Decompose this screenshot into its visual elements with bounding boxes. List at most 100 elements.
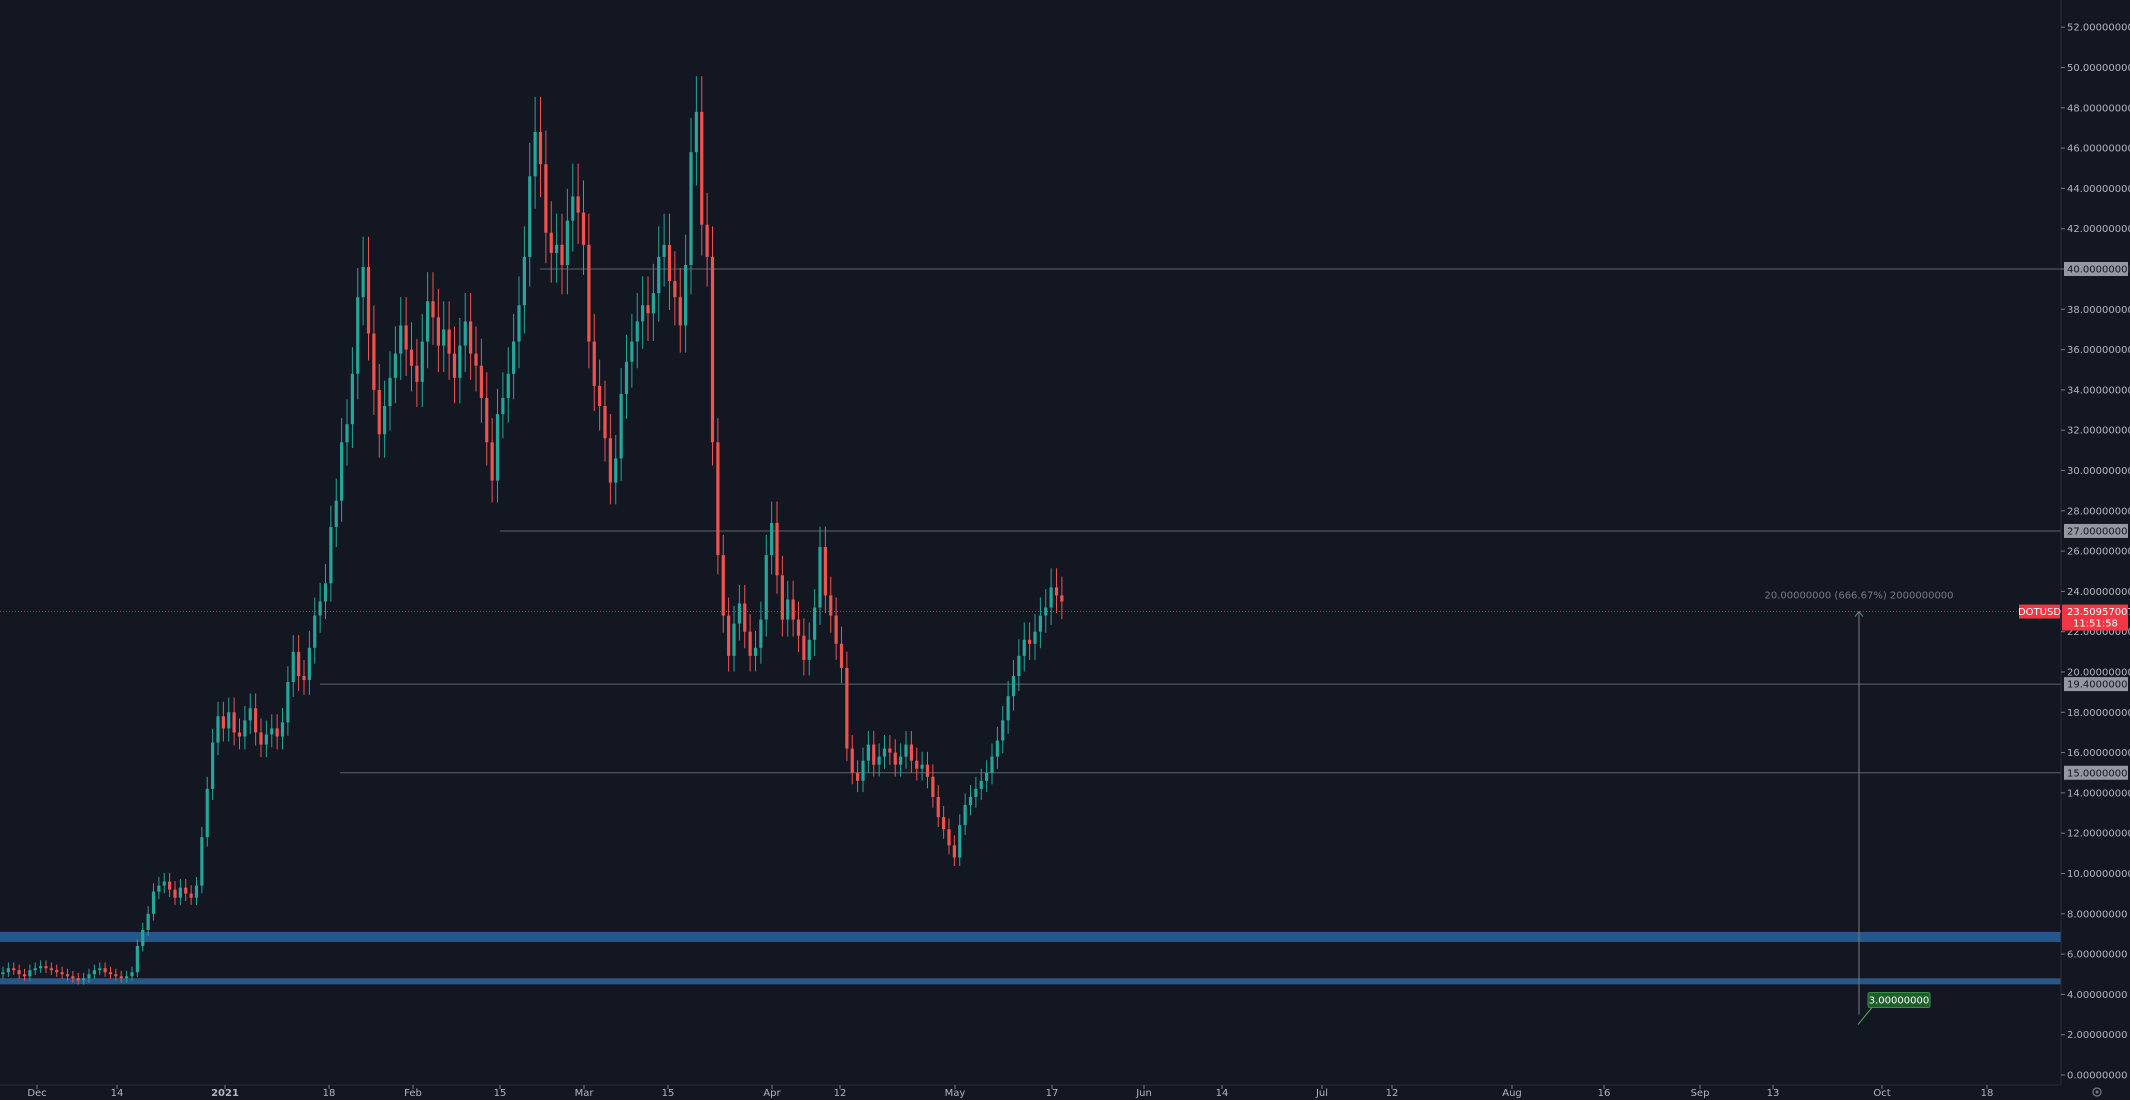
candle-body — [1049, 587, 1053, 608]
candle — [764, 534, 768, 637]
candle — [1038, 597, 1042, 649]
candle — [474, 326, 478, 392]
candle-body — [694, 111, 698, 153]
target-pointer-icon — [1857, 1007, 1873, 1025]
candle-body — [33, 968, 37, 971]
candle-body — [603, 406, 607, 439]
time-tick-label: Mar — [575, 1088, 595, 1099]
horizontal-levels[interactable] — [320, 268, 2061, 774]
time-tick-label: 16 — [1598, 1088, 1611, 1099]
settings-gear-icon[interactable] — [2092, 1087, 2102, 1097]
candle — [372, 305, 376, 415]
price-tick-label: 38.00000000 — [2067, 305, 2130, 316]
candle — [538, 96, 543, 198]
candle — [673, 251, 677, 326]
candle-body — [87, 974, 91, 979]
candle-body — [130, 972, 134, 977]
price-tick-label: 26.00000000 — [2067, 547, 2130, 558]
candle-body — [662, 244, 666, 257]
candle — [657, 226, 661, 322]
time-axis[interactable]: Dec 14 2021 18 Feb 15 Mar 15 Apr 12 May 17 Jun 14 Jul 1… — [27, 1085, 1993, 1099]
candle — [297, 635, 301, 692]
candle — [302, 660, 306, 695]
price-tick-label: 44.00000000 — [2067, 184, 2130, 195]
candle — [44, 960, 48, 973]
candle-body — [737, 603, 741, 624]
target-badge[interactable] — [1867, 992, 1931, 1009]
candle-body — [995, 740, 999, 757]
price-tick-label: 48.00000000 — [2067, 103, 2130, 114]
time-tick-label: Jul — [1315, 1088, 1328, 1099]
candle — [689, 117, 693, 295]
candle-body — [157, 885, 161, 892]
candle — [512, 313, 516, 400]
price-axis[interactable]: 0.00000000 2.00000000 4.00000000 6.00000000… — [2061, 23, 2130, 1082]
candle-body — [125, 976, 129, 979]
candle — [87, 968, 91, 983]
candle-body — [592, 341, 596, 386]
time-tick-label: 15 — [662, 1088, 675, 1099]
candle-body — [1038, 615, 1042, 632]
candle-body — [447, 329, 451, 354]
candle-body — [76, 978, 80, 981]
candle-body — [291, 651, 295, 683]
candle — [786, 580, 790, 637]
candle — [463, 292, 467, 373]
candle-body — [958, 825, 962, 858]
candle — [925, 751, 930, 789]
support-zone[interactable] — [0, 978, 2061, 985]
measure-tool[interactable]: 20.00000000 (666.67%) 2000000000 3.00000… — [1764, 591, 1954, 1025]
candle-body — [146, 913, 150, 930]
candle-body — [877, 756, 881, 765]
price-tick-label: 28.00000000 — [2067, 506, 2130, 517]
time-tick-label: 18 — [1981, 1088, 1994, 1099]
candle — [866, 730, 870, 773]
candle — [232, 697, 236, 746]
support-zone[interactable] — [0, 931, 2061, 943]
candle-body — [44, 966, 48, 969]
candle-body — [12, 968, 16, 971]
candle — [517, 276, 521, 369]
candle-body — [786, 599, 790, 620]
candle — [662, 213, 666, 287]
candle — [211, 728, 215, 800]
candle-body — [888, 748, 892, 753]
price-tick-label: 2.00000000 — [2067, 1030, 2127, 1041]
candle — [694, 76, 698, 186]
level-price-badge — [2064, 262, 2128, 276]
measure-arrow-icon — [1854, 610, 1864, 617]
candle — [571, 163, 575, 252]
candle-body — [286, 682, 290, 723]
time-tick-label: Sep — [1691, 1088, 1710, 1099]
candle-body — [667, 244, 672, 282]
candle-body — [71, 976, 75, 979]
candle-body — [866, 744, 870, 761]
candle-body — [103, 968, 107, 973]
candle — [286, 666, 290, 736]
candle-body — [221, 716, 225, 729]
symbol-badge — [2019, 604, 2060, 619]
candle — [452, 326, 457, 404]
candle-body — [528, 176, 532, 257]
candle-body — [791, 599, 795, 620]
candle-body — [770, 522, 774, 556]
candle-body — [388, 377, 392, 407]
time-tick-label: 12 — [834, 1088, 847, 1099]
candle-body — [1054, 587, 1059, 596]
time-tick-label: 15 — [494, 1088, 507, 1099]
candle — [942, 806, 946, 839]
candle-body — [168, 881, 172, 890]
candle-body — [979, 780, 983, 789]
candle — [770, 501, 774, 575]
candle — [82, 972, 86, 985]
candle-body — [377, 389, 381, 435]
candle — [737, 584, 741, 641]
candle — [796, 601, 801, 653]
candle — [103, 962, 107, 977]
candle-body — [899, 756, 903, 765]
candle — [22, 968, 27, 981]
candle-body — [872, 744, 876, 765]
candle — [506, 347, 510, 423]
